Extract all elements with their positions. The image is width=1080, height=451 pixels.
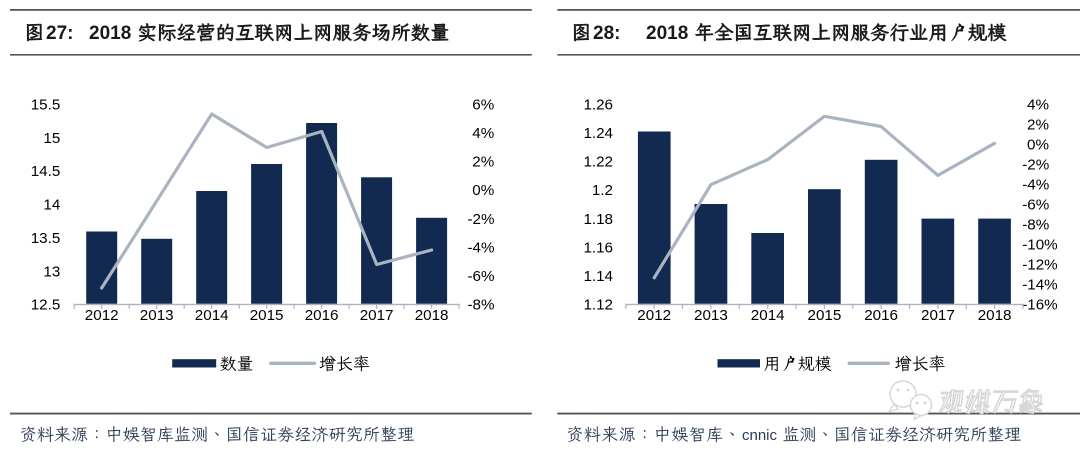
svg-text:-4%: -4%	[1022, 177, 1049, 194]
svg-text:2017: 2017	[921, 307, 955, 324]
svg-text:2018: 2018	[415, 307, 449, 324]
svg-text:4%: 4%	[1027, 96, 1049, 113]
svg-text:-8%: -8%	[468, 297, 495, 314]
svg-text:2018: 2018	[89, 23, 131, 44]
svg-text:4%: 4%	[472, 125, 494, 142]
svg-text:2018: 2018	[646, 23, 688, 44]
svg-text:2015: 2015	[250, 307, 284, 324]
svg-text:2%: 2%	[472, 154, 494, 171]
svg-text:2%: 2%	[1027, 116, 1049, 133]
svg-text:13: 13	[43, 263, 60, 280]
svg-text:1.12: 1.12	[583, 297, 613, 314]
svg-text:2014: 2014	[195, 307, 229, 324]
svg-text:2018: 2018	[978, 307, 1012, 324]
svg-text:12.5: 12.5	[31, 297, 61, 314]
svg-text:13.5: 13.5	[31, 230, 61, 247]
svg-text:1.18: 1.18	[583, 211, 613, 228]
svg-text:2017: 2017	[360, 307, 394, 324]
svg-text:-4%: -4%	[468, 240, 495, 257]
svg-text:-6%: -6%	[468, 268, 495, 285]
svg-text:cnnic: cnnic	[742, 427, 778, 444]
svg-text:2012: 2012	[85, 307, 119, 324]
svg-text:2013: 2013	[694, 307, 728, 324]
svg-text:-2%: -2%	[1022, 157, 1049, 174]
svg-text:-16%: -16%	[1022, 297, 1057, 314]
svg-text:-8%: -8%	[1022, 217, 1049, 234]
svg-text:6%: 6%	[472, 96, 494, 113]
svg-text:-2%: -2%	[468, 211, 495, 228]
svg-text:1.22: 1.22	[583, 154, 613, 171]
svg-text:1.14: 1.14	[583, 268, 613, 285]
svg-text:15.5: 15.5	[31, 96, 61, 113]
svg-text:-12%: -12%	[1022, 257, 1057, 274]
svg-text:1.2: 1.2	[592, 182, 613, 199]
svg-text:-14%: -14%	[1022, 277, 1057, 294]
svg-text:27:: 27:	[46, 23, 73, 44]
svg-text:14.5: 14.5	[31, 163, 61, 180]
svg-text:2014: 2014	[751, 307, 785, 324]
svg-text:2016: 2016	[864, 307, 898, 324]
svg-text:28:: 28:	[593, 23, 620, 44]
svg-text:0%: 0%	[472, 182, 494, 199]
svg-text:0%: 0%	[1027, 137, 1049, 154]
svg-text:14: 14	[43, 197, 60, 214]
svg-text:-10%: -10%	[1022, 237, 1057, 254]
svg-text:1.26: 1.26	[583, 96, 613, 113]
svg-text:1.16: 1.16	[583, 240, 613, 257]
svg-text:15: 15	[43, 130, 60, 147]
svg-text:2016: 2016	[305, 307, 339, 324]
svg-text:1.24: 1.24	[583, 125, 613, 142]
svg-text:2015: 2015	[808, 307, 842, 324]
svg-text:-6%: -6%	[1022, 197, 1049, 214]
svg-text:2013: 2013	[140, 307, 174, 324]
svg-text:2012: 2012	[637, 307, 671, 324]
